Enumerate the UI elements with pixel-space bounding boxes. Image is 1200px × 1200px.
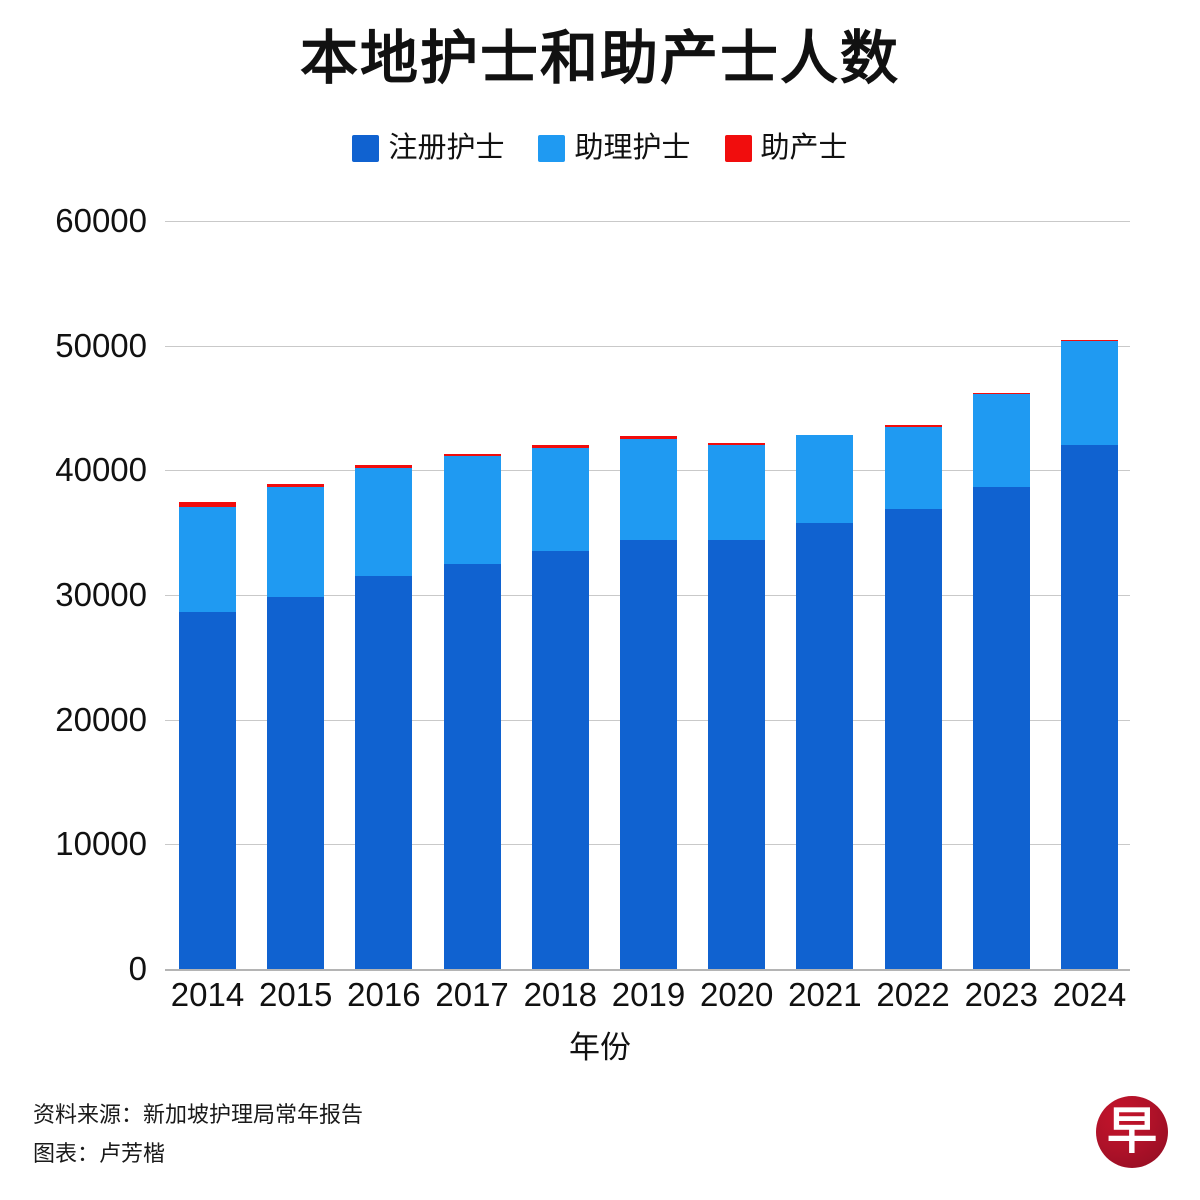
x-axis-tick-label: 2021 — [788, 976, 862, 1013]
x-axis-tick-label: 2018 — [523, 976, 597, 1013]
legend-item-midwife[interactable]: 助产士 — [724, 132, 848, 164]
y-axis-tick-label: 20000 — [55, 700, 147, 738]
x-axis-tick-label: 2023 — [964, 976, 1038, 1013]
bar-2018[interactable] — [531, 445, 589, 969]
bar-segment-2018-1[interactable] — [531, 447, 589, 552]
legend-item-registered-nurse[interactable]: 注册护士 — [352, 134, 504, 163]
bar-segment-2020-0[interactable] — [708, 539, 766, 969]
bar-segment-2019-2[interactable] — [620, 436, 677, 439]
chart-footer: 资料来源：新加坡护理局常年报告 图表：卢芳楷 — [33, 1096, 363, 1173]
bar-segment-2024-0[interactable] — [1061, 445, 1118, 969]
x-axis-tick-label: 2019 — [611, 976, 686, 1013]
zaobao-logo: 早 — [1096, 1096, 1168, 1168]
bar-segment-2018-0[interactable] — [531, 551, 589, 969]
bar-segment-2014-2[interactable] — [179, 502, 236, 507]
bar-segment-2019-0[interactable] — [620, 540, 677, 969]
bar-segment-2024-2[interactable] — [1061, 339, 1118, 342]
logo-disc — [1096, 1096, 1168, 1168]
bar-segment-2023-1[interactable] — [972, 394, 1030, 488]
legend-label-midwife: 助产士 — [760, 132, 848, 164]
bar-segment-2017-1[interactable] — [443, 456, 501, 564]
bar-segment-2017-0[interactable] — [443, 563, 501, 969]
bar-segment-2022-1[interactable] — [884, 426, 942, 509]
x-axis-tick-label: 2022 — [876, 976, 950, 1013]
bar-2023[interactable] — [972, 393, 1030, 969]
bar-2014[interactable] — [179, 502, 236, 969]
bar-segment-2018-2[interactable] — [531, 445, 589, 448]
bar-segment-2015-1[interactable] — [267, 487, 325, 597]
source-note: 资料来源：新加坡护理局常年报告 — [33, 1102, 364, 1127]
bar-segment-2015-2[interactable] — [267, 484, 325, 488]
x-axis-tick-label: 2020 — [699, 976, 774, 1013]
chart-legend: 注册护士 助理护士 助产士 — [0, 134, 1200, 163]
bar-2022[interactable] — [884, 425, 942, 969]
bar-segment-2016-2[interactable] — [355, 465, 413, 468]
x-axis-tick-label: 2017 — [435, 976, 509, 1013]
x-axis-tick-label: 2015 — [258, 976, 333, 1013]
logo-glyph: 早 — [1107, 1101, 1157, 1160]
bar-2017[interactable] — [443, 454, 501, 969]
bar-segment-2023-2[interactable] — [972, 393, 1030, 395]
bar-segment-2022-2[interactable] — [884, 425, 942, 427]
legend-item-enrolled-nurse[interactable]: 助理护士 — [538, 132, 691, 164]
x-axis-tick-label: 2024 — [1052, 976, 1127, 1013]
bar-segment-2021-2[interactable] — [796, 434, 854, 436]
legend-swatch-enrolled-nurse — [538, 135, 566, 162]
gridline-50000 — [165, 345, 1130, 347]
bar-2020[interactable] — [708, 443, 766, 969]
y-axis-tick-label: 40000 — [55, 451, 147, 489]
legend-label-enrolled-nurse: 助理护士 — [574, 132, 691, 164]
legend-swatch-registered-nurse — [352, 135, 380, 162]
legend-label-registered-nurse: 注册护士 — [388, 132, 505, 164]
credit-note: 图表：卢芳楷 — [33, 1140, 166, 1166]
bar-segment-2016-1[interactable] — [355, 467, 413, 577]
y-axis-tick-label: 50000 — [55, 326, 147, 364]
bar-segment-2014-1[interactable] — [179, 506, 236, 612]
bar-segment-2021-1[interactable] — [796, 435, 854, 523]
bar-2016[interactable] — [355, 465, 413, 969]
chart-title: 本地护士和助产士人数 — [299, 26, 900, 91]
y-axis-tick-label: 60000 — [55, 202, 147, 239]
y-axis-tick-label: 30000 — [55, 576, 147, 613]
bar-segment-2022-0[interactable] — [884, 508, 942, 969]
x-axis-label: 年份 — [569, 1030, 631, 1065]
bar-segment-2014-0[interactable] — [179, 611, 236, 969]
bar-2021[interactable] — [796, 434, 854, 969]
y-axis-tick-label: 10000 — [55, 825, 147, 863]
x-axis-tick-label: 2014 — [170, 976, 245, 1013]
bar-segment-2021-0[interactable] — [796, 522, 854, 969]
bar-segment-2017-2[interactable] — [443, 454, 501, 456]
bar-segment-2020-1[interactable] — [708, 445, 766, 540]
x-axis-tick-label: 2016 — [347, 976, 421, 1013]
gridline-60000 — [165, 221, 1130, 222]
y-axis-tick-label: 0 — [128, 950, 147, 987]
gridline-0 — [165, 969, 1130, 971]
bar-segment-2023-0[interactable] — [972, 487, 1030, 969]
legend-swatch-midwife — [724, 135, 752, 162]
bar-segment-2016-0[interactable] — [355, 576, 413, 969]
bar-segment-2024-1[interactable] — [1061, 341, 1118, 446]
bar-segment-2019-1[interactable] — [620, 438, 677, 541]
bar-segment-2015-0[interactable] — [267, 596, 325, 969]
bar-2024[interactable] — [1061, 339, 1118, 969]
bar-segment-2020-2[interactable] — [708, 443, 766, 446]
bar-2019[interactable] — [620, 436, 677, 969]
bar-2015[interactable] — [267, 484, 325, 969]
